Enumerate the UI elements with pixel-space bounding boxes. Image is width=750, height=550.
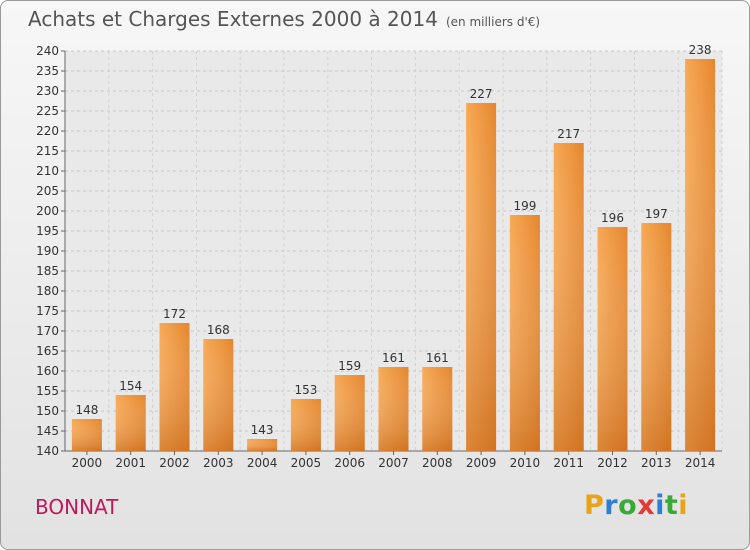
chart-title: Achats et Charges Externes 2000 à 2014 (e… bbox=[28, 7, 540, 31]
x-tick-label-2009: 2009 bbox=[466, 456, 497, 470]
location-name: BONNAT bbox=[35, 495, 119, 519]
y-tick-label: 150 bbox=[36, 404, 59, 418]
value-label-2000: 148 bbox=[75, 403, 98, 417]
value-label-2004: 143 bbox=[251, 423, 274, 437]
logo-letter: x bbox=[637, 490, 656, 521]
value-label-2002: 172 bbox=[163, 307, 186, 321]
x-tick-label-2004: 2004 bbox=[247, 456, 278, 470]
value-label-2008: 161 bbox=[426, 351, 449, 365]
bar-shade-2011 bbox=[553, 143, 584, 451]
y-tick-label: 215 bbox=[36, 144, 59, 158]
y-tick-label: 190 bbox=[36, 244, 59, 258]
value-label-2005: 153 bbox=[294, 383, 317, 397]
value-label-2012: 196 bbox=[601, 211, 624, 225]
axes: 1401451501551601651701751801851901952002… bbox=[36, 44, 722, 470]
bar-shade-2014 bbox=[685, 59, 716, 451]
bar-shade-2013 bbox=[641, 223, 672, 451]
value-label-2006: 159 bbox=[338, 359, 361, 373]
bar-shade-2005 bbox=[290, 399, 321, 451]
y-tick-label: 235 bbox=[36, 64, 59, 78]
bars bbox=[71, 59, 716, 451]
value-label-2007: 161 bbox=[382, 351, 405, 365]
y-tick-label: 220 bbox=[36, 124, 59, 138]
x-tick-label-2002: 2002 bbox=[159, 456, 190, 470]
y-tick-label: 230 bbox=[36, 84, 59, 98]
y-tick-label: 160 bbox=[36, 364, 59, 378]
value-label-2009: 227 bbox=[470, 87, 493, 101]
chart-title-text: Achats et Charges Externes 2000 à 2014 bbox=[28, 7, 438, 31]
y-tick-label: 140 bbox=[36, 444, 59, 458]
y-tick-label: 155 bbox=[36, 384, 59, 398]
x-tick-label-2001: 2001 bbox=[115, 456, 146, 470]
bar-shade-2002 bbox=[159, 323, 190, 451]
y-tick-label: 225 bbox=[36, 104, 59, 118]
y-tick-label: 170 bbox=[36, 324, 59, 338]
logo-letter: i bbox=[655, 490, 665, 521]
x-tick-label-2011: 2011 bbox=[553, 456, 584, 470]
y-tick-label: 165 bbox=[36, 344, 59, 358]
y-tick-label: 145 bbox=[36, 424, 59, 438]
logo-letter: t bbox=[664, 490, 679, 521]
bar-shade-2004 bbox=[247, 439, 278, 451]
bar-shade-2001 bbox=[115, 395, 146, 451]
x-tick-label-2008: 2008 bbox=[422, 456, 453, 470]
y-tick-label: 210 bbox=[36, 164, 59, 178]
y-tick-label: 175 bbox=[36, 304, 59, 318]
bar-shade-2008 bbox=[422, 367, 453, 451]
value-label-2001: 154 bbox=[119, 379, 142, 393]
chart-subtitle: (en milliers d'€) bbox=[445, 15, 541, 29]
bar-shade-2010 bbox=[509, 215, 540, 451]
proxiti-logo[interactable]: Proxiti bbox=[584, 490, 688, 521]
y-tick-label: 205 bbox=[36, 184, 59, 198]
bar-shade-2009 bbox=[466, 103, 497, 451]
x-tick-label-2000: 2000 bbox=[72, 456, 103, 470]
x-tick-label-2010: 2010 bbox=[510, 456, 541, 470]
bar-shade-2003 bbox=[203, 339, 234, 451]
value-label-2010: 199 bbox=[513, 199, 536, 213]
x-tick-label-2012: 2012 bbox=[597, 456, 628, 470]
x-tick-label-2013: 2013 bbox=[641, 456, 672, 470]
logo-letter: o bbox=[618, 490, 638, 521]
value-label-2003: 168 bbox=[207, 323, 230, 337]
y-tick-label: 185 bbox=[36, 264, 59, 278]
bar-shade-2007 bbox=[378, 367, 409, 451]
x-tick-label-2014: 2014 bbox=[685, 456, 716, 470]
x-tick-label-2006: 2006 bbox=[334, 456, 365, 470]
x-tick-label-2003: 2003 bbox=[203, 456, 234, 470]
value-labels: 148 154 172 168 143 153 159 161 161 227 199 217 196 1… bbox=[75, 43, 711, 437]
value-label-2011: 217 bbox=[557, 127, 580, 141]
bar-shade-2000 bbox=[71, 419, 102, 451]
value-label-2014: 238 bbox=[689, 43, 712, 57]
logo-letter: r bbox=[604, 490, 619, 521]
y-tick-label: 195 bbox=[36, 224, 59, 238]
value-label-2013: 197 bbox=[645, 207, 668, 221]
logo-letter: P bbox=[584, 490, 605, 521]
bar-shade-2012 bbox=[597, 227, 628, 451]
y-tick-label: 180 bbox=[36, 284, 59, 298]
y-tick-label: 200 bbox=[36, 204, 59, 218]
logo-letter: i bbox=[678, 490, 689, 521]
x-tick-label-2007: 2007 bbox=[378, 456, 409, 470]
y-tick-label: 240 bbox=[36, 44, 59, 58]
bar-shade-2006 bbox=[334, 375, 365, 451]
x-tick-label-2005: 2005 bbox=[291, 456, 322, 470]
